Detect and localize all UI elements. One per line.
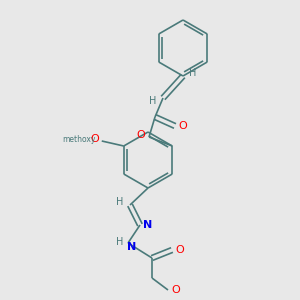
Text: H: H [189,68,197,78]
Text: H: H [149,96,157,106]
Text: O: O [176,245,184,255]
Text: O: O [172,285,180,295]
Text: N: N [128,242,136,252]
Text: N: N [143,220,153,230]
Text: O: O [178,121,188,131]
Text: O: O [136,130,146,140]
Text: O: O [90,134,99,144]
Text: H: H [116,237,124,247]
Text: H: H [116,197,124,207]
Text: methoxy: methoxy [62,134,95,143]
